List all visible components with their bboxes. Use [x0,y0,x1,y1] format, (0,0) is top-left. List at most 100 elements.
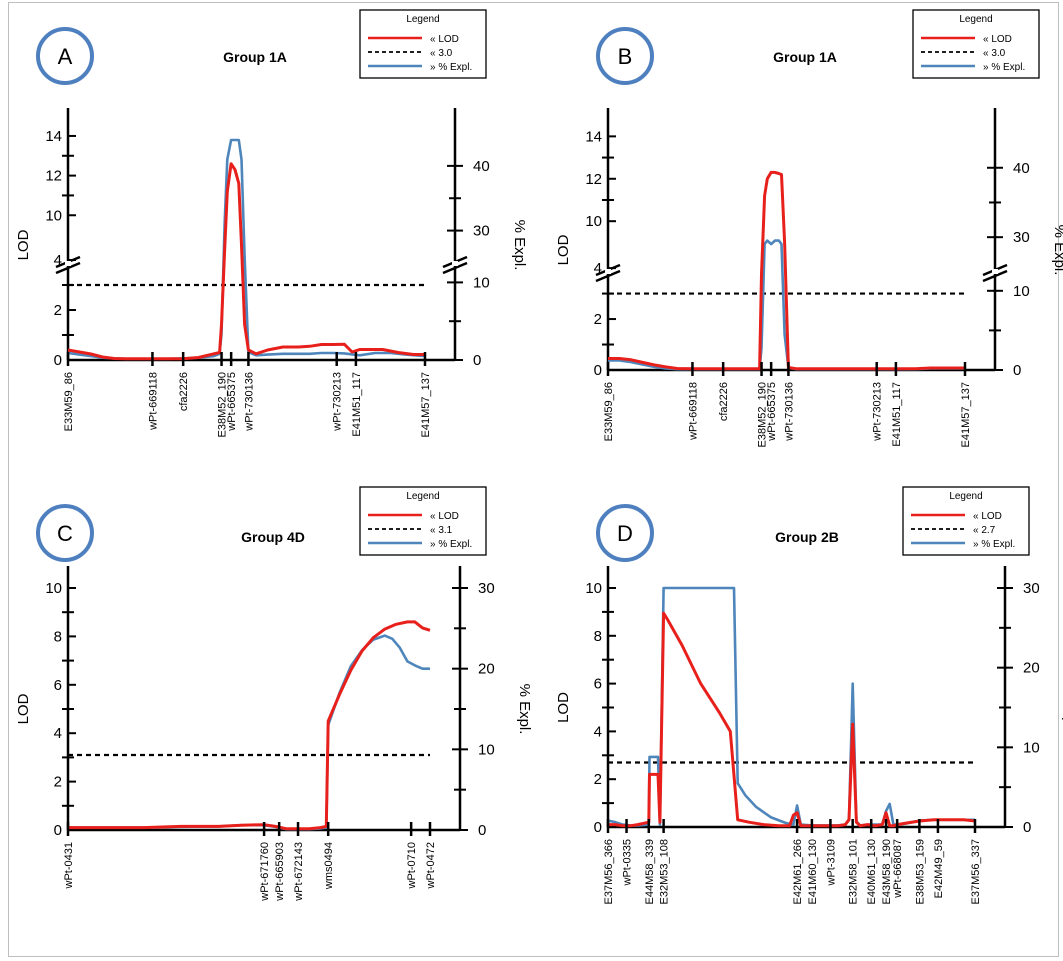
axes [606,108,997,372]
panel-label: D [617,521,633,546]
left-tick-label: 0 [54,352,62,369]
axes [66,108,457,362]
left-tick-label: 2 [54,302,62,319]
chart-panel-d: D Group 2B Legend « LOD « 2.7 » % Expl. 0 2 4 6 8 1… [555,486,1063,904]
legend-entry: « LOD [430,34,459,45]
figure-border [8,2,1059,957]
right-tick-label: 0 [478,822,486,839]
legend: Legend « LOD « 3.0 » % Expl. [359,9,487,79]
right-tick-label: 30 [473,223,490,240]
left-tick-label: 12 [585,171,602,188]
right-tick-label: 10 [473,274,490,291]
chart-panel-c: C Group 4D Legend « LOD « 3.1 » % Expl. 0 2 4 6 8 1… [15,486,533,902]
legend-title: Legend [949,491,982,502]
marker-label: E42M61_266 [792,839,804,904]
right-tick-label: 30 [478,580,495,597]
chart-title: Group 1A [773,49,837,65]
lod-series-line [608,170,965,371]
marker-label: E37M56_366 [603,839,615,904]
legend-entry: « 3.0 [983,48,1006,59]
legend-title: Legend [406,14,439,25]
left-tick-label: 8 [594,628,602,645]
marker-label: E38M53_159 [914,839,926,904]
marker-label: wPt-665903 [274,842,286,902]
marker-label: E44M58_339 [644,839,656,904]
marker-label: E40M61_130 [866,839,878,904]
legend-entry: » % Expl. [973,539,1015,550]
marker-label: wPt-730136 [243,372,255,432]
marker-label: wPt-672143 [293,842,305,902]
y2-axis-label: % Expl. [516,684,533,735]
marker-label: wPt-0335 [622,839,634,886]
right-tick-label: 40 [473,158,490,175]
y-axis-label: LOD [555,234,572,265]
legend-entry: « LOD [430,511,459,522]
axis-break-gap [452,261,458,266]
marker-label: wPt-3109 [825,839,837,886]
chart-panel-b: B Group 1A Legend « LOD « 3.0 » % Expl. 0 2 4 10 1… [555,9,1063,447]
y-axis-label: LOD [15,229,32,260]
marker-label: E37M56_337 [970,839,982,904]
right-tick-label: 0 [473,352,481,369]
pct-explained-series-line [68,634,430,831]
lod-series-line [608,611,976,828]
marker-label: wPt-0472 [425,842,437,889]
right-tick-label: 10 [478,741,495,758]
lod-series-line [67,162,425,361]
axis-break-mark [442,261,468,275]
y-axis-label: LOD [555,692,572,723]
legend-entry: « 3.1 [430,525,453,536]
marker-label: wPt-730213 [332,372,344,432]
legend: Legend « LOD « 2.7 » % Expl. [902,486,1030,556]
y2-axis-label: % Expl. [511,220,528,271]
axis-break-gap [992,269,998,274]
marker-label: E41M57_137 [420,372,432,437]
left-tick-label: 0 [54,822,62,839]
marker-label: E43M58_190 [881,839,893,904]
y2-axis-label: % Expl. [1061,682,1063,733]
marker-label: wPt-671760 [259,842,271,902]
marker-label: E42M49_59 [933,839,945,898]
left-tick-label: 2 [594,771,602,788]
marker-label: wPt-669118 [147,372,159,431]
axes [606,566,1007,829]
panel-label-circle [36,504,94,562]
legend-title: Legend [406,491,439,502]
left-tick-label: 12 [45,168,62,185]
marker-label: cfa2226 [178,372,190,411]
marker-label: E33M59_86 [63,372,75,431]
panel-label: A [58,44,73,69]
marker-label: wPt-668087 [892,839,904,899]
marker-label: wms0494 [323,842,335,890]
chart-title: Group 1A [223,49,287,65]
chart-title: Group 2B [775,529,839,545]
left-tick-label: 2 [54,774,62,791]
axes [66,566,462,832]
right-tick-label: 0 [1023,819,1031,836]
right-tick-label: 10 [1023,739,1040,756]
marker-label: E41M57_137 [960,382,972,447]
legend-entry: » % Expl. [430,539,472,550]
right-tick-label: 40 [1013,160,1030,177]
left-tick-label: 10 [585,213,602,230]
marker-label: E41M51_117 [891,382,903,447]
marker-label: E41M51_117 [351,372,363,437]
marker-label: wPt-0431 [63,842,75,889]
left-tick-label: 10 [45,207,62,224]
right-tick-label: 20 [478,661,495,678]
legend-entry: « 3.0 [430,48,453,59]
left-tick-label: 14 [45,128,62,145]
marker-label: wPt-665375 [226,372,238,432]
left-tick-label: 8 [54,628,62,645]
right-tick-label: 30 [1013,229,1030,246]
axis-break-mark [982,269,1008,283]
axis-break-gap [65,261,71,266]
left-tick-label: 0 [594,819,602,836]
legend-entry: « LOD [983,34,1012,45]
panel-label-circle [596,27,654,85]
marker-label: wPt-0710 [406,842,418,889]
left-tick-label: 0 [594,362,602,379]
right-tick-label: 20 [1023,660,1040,677]
marker-label: wPt-730136 [783,382,795,442]
